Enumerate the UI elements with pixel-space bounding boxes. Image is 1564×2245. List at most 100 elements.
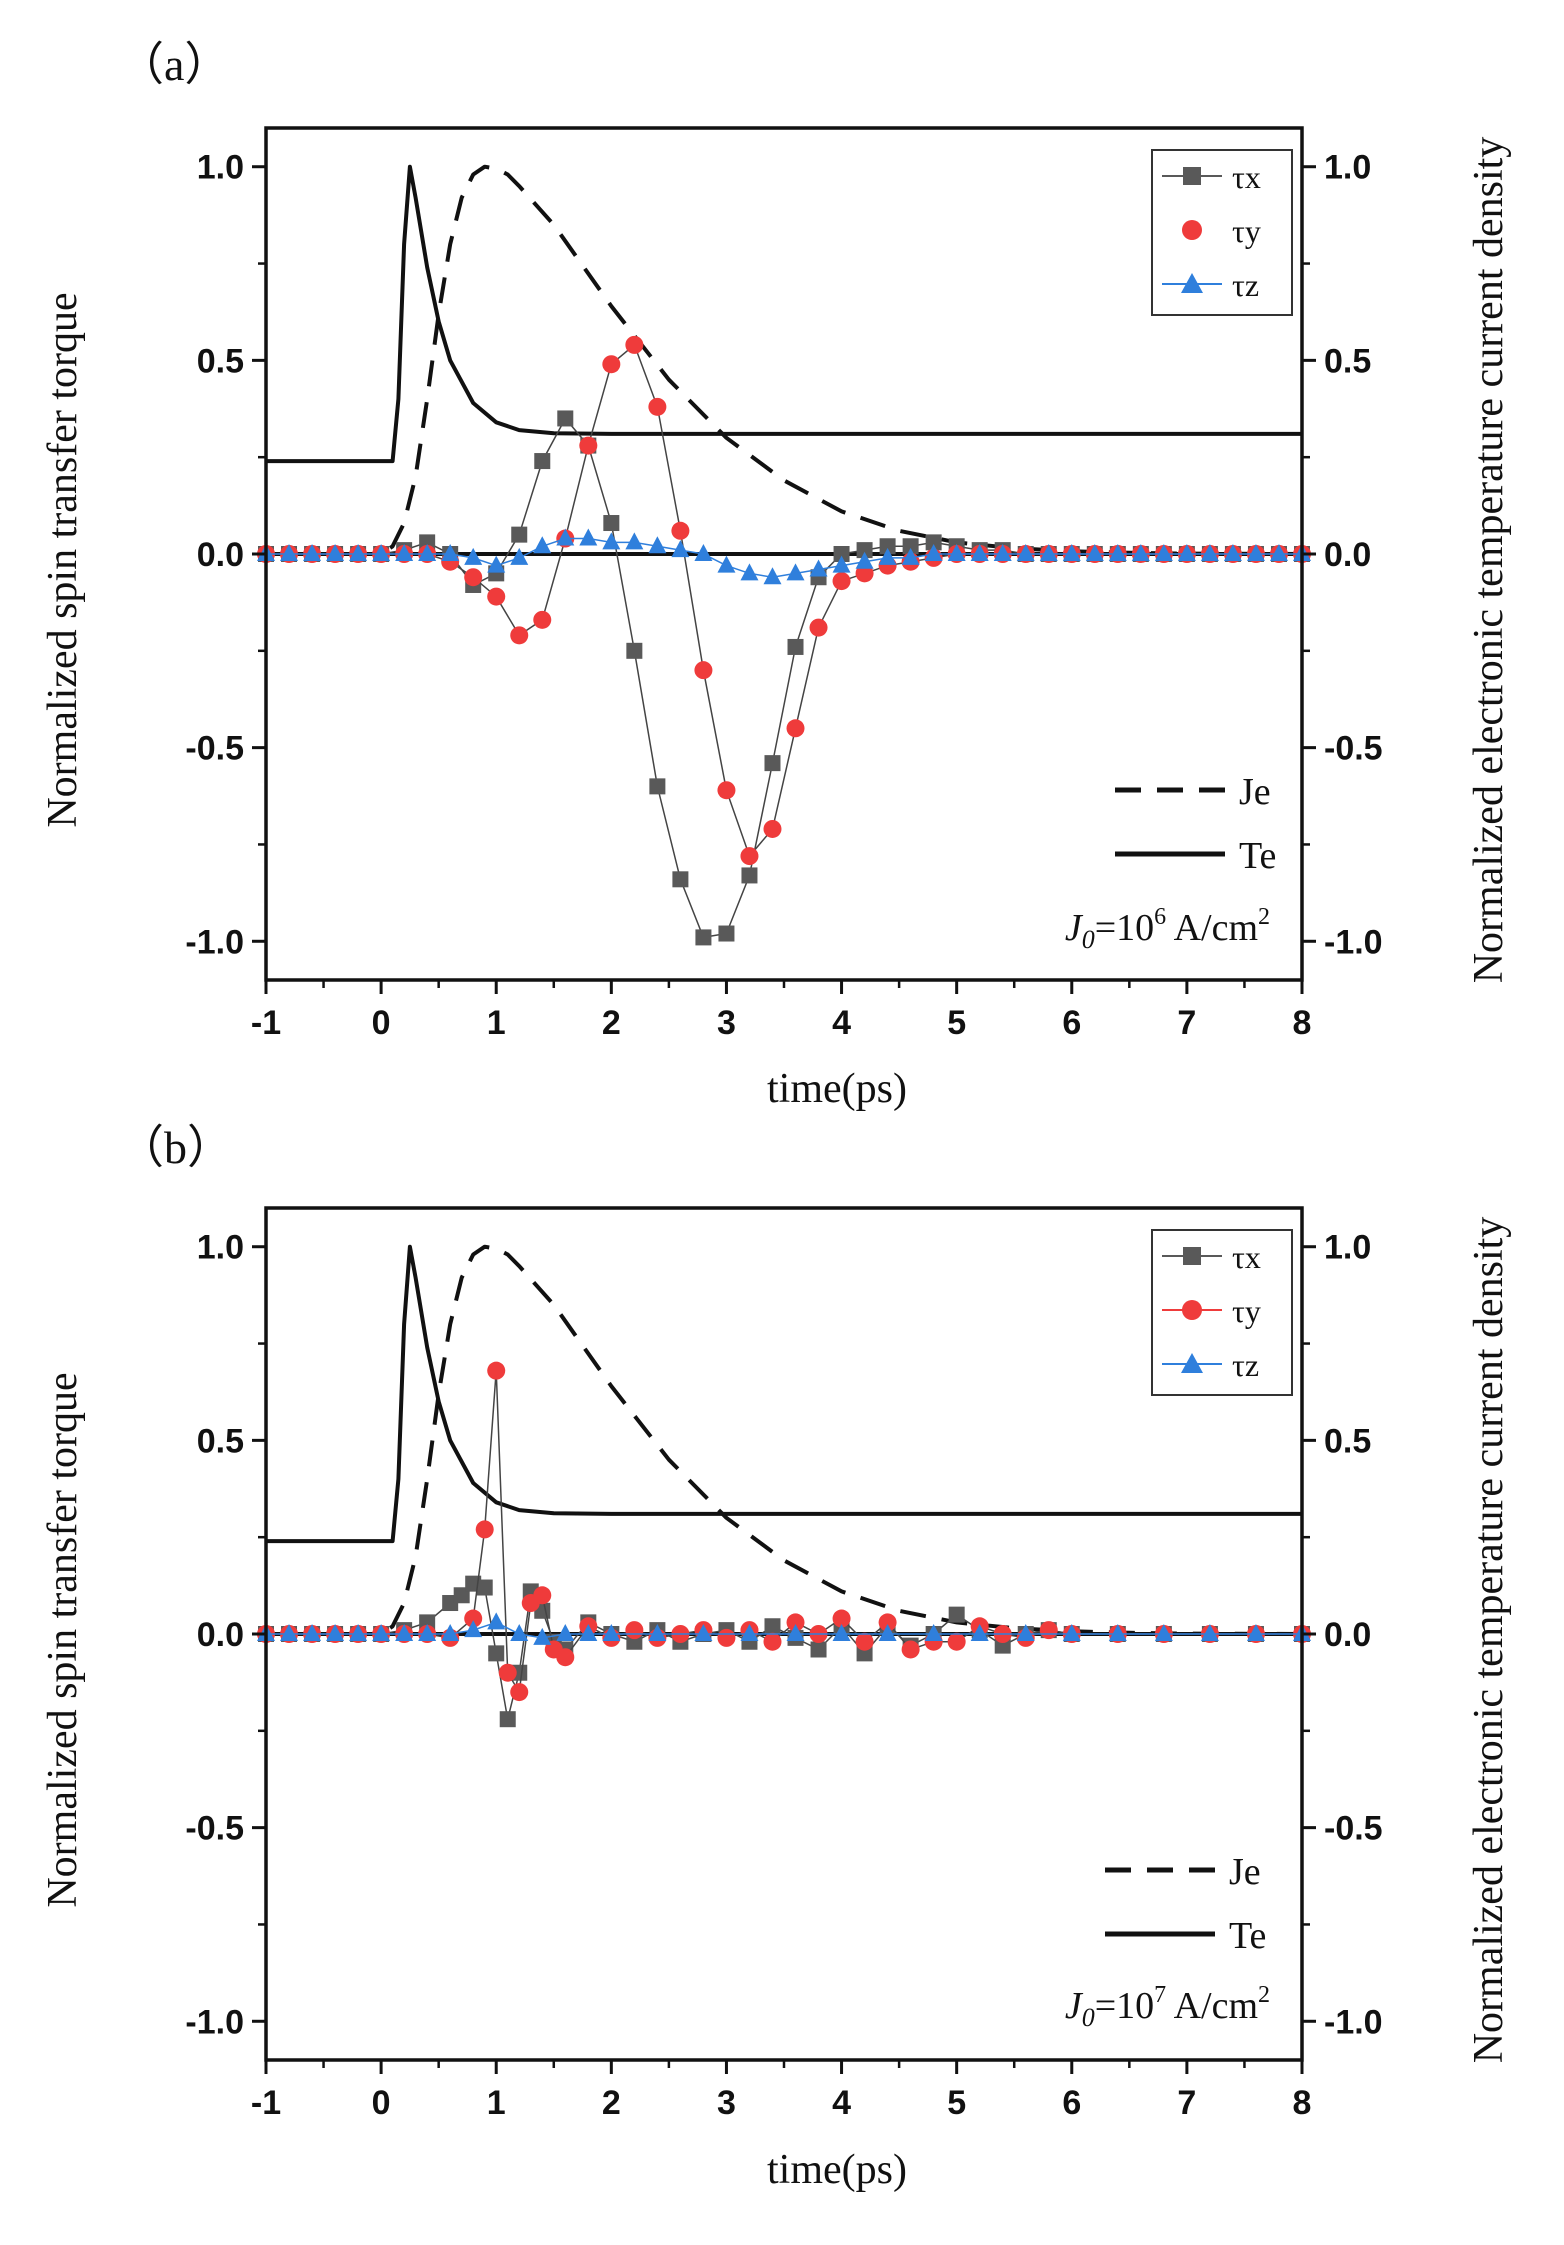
legend-entry-te: Te xyxy=(1115,835,1276,877)
data-point-tau-y xyxy=(901,1640,920,1659)
annotation-eq: =10 xyxy=(1095,907,1154,949)
data-point-tau-z xyxy=(1200,1624,1219,1641)
legend-entry-tau-y: τy xyxy=(1162,1293,1261,1329)
data-point-tau-x xyxy=(534,453,551,470)
data-point-tau-x xyxy=(718,925,735,942)
data-point-tau-z xyxy=(740,1624,759,1641)
x-tick-label: -1 xyxy=(251,1004,281,1042)
data-point-tau-y xyxy=(487,587,506,606)
data-point-tau-z xyxy=(487,555,506,573)
data-point-tau-z xyxy=(1016,1624,1035,1641)
data-point-tau-z xyxy=(786,563,805,581)
x-tick-label: 7 xyxy=(1177,1004,1196,1042)
legend-entry-tau-z: τz xyxy=(1162,267,1259,303)
data-point-tau-z xyxy=(832,555,851,573)
data-point-tau-z xyxy=(579,528,598,546)
data-point-tau-y xyxy=(556,1648,575,1667)
data-point-tau-z xyxy=(602,532,621,550)
data-point-tau-z xyxy=(993,544,1012,561)
data-point-tau-z xyxy=(441,544,460,561)
data-point-tau-z xyxy=(648,1624,667,1641)
data-point-tau-z xyxy=(349,544,368,561)
panel-b: （b） Normalized spin transfer torque Norm… xyxy=(40,1122,1512,2193)
annotation-j: J xyxy=(1065,907,1084,949)
data-point-tau-x xyxy=(833,546,850,562)
x-tick-label: 1 xyxy=(487,2084,506,2122)
y-tick-label-left: 0.0 xyxy=(197,1616,244,1654)
data-point-tau-z xyxy=(487,1612,506,1630)
y-tick-label-left: 0.5 xyxy=(197,1422,244,1460)
data-point-tau-z xyxy=(556,1624,575,1641)
data-point-tau-z xyxy=(1016,544,1035,561)
data-point-tau-z xyxy=(832,1624,851,1641)
y-axis-label-left: Normalized spin transfer torque xyxy=(40,1372,86,1907)
legend-label-tau-x: τx xyxy=(1232,159,1261,195)
y-tick-label-left: 0.5 xyxy=(197,342,244,380)
marker-legend: τx τy τz xyxy=(1151,149,1293,316)
data-point-tau-x xyxy=(649,778,666,795)
data-point-tau-y xyxy=(579,436,598,455)
x-tick-label: 2 xyxy=(602,2084,621,2122)
data-point-tau-y xyxy=(855,564,874,583)
annotation-exp: 7 xyxy=(1154,1982,1166,2008)
legend-entry-je: Je xyxy=(1105,1851,1261,1893)
data-point-tau-z xyxy=(395,1624,414,1641)
data-point-tau-y xyxy=(602,355,621,374)
x-tick-label: 7 xyxy=(1177,2084,1196,2122)
data-point-tau-y xyxy=(464,568,483,587)
plot-area xyxy=(257,1244,1311,1728)
legend-entry-tau-y: τy xyxy=(1182,213,1261,249)
data-point-tau-y xyxy=(832,1609,851,1628)
legend-entry-tau-x: τx xyxy=(1162,1239,1261,1275)
legend-label-je: Je xyxy=(1229,1851,1261,1893)
x-axis-label: time(ps) xyxy=(767,1066,907,1112)
data-point-tau-z xyxy=(464,1620,483,1638)
legend-label-je: Je xyxy=(1239,771,1271,813)
data-point-tau-z xyxy=(326,544,345,561)
data-point-tau-z xyxy=(625,532,644,550)
data-point-tau-y xyxy=(855,1632,874,1651)
data-point-tau-x xyxy=(925,534,942,551)
annotation-j: J xyxy=(1065,1985,1084,2027)
data-point-tau-z xyxy=(970,544,989,561)
data-point-tau-y xyxy=(1039,1621,1058,1640)
legend-tau-y-symbol: τy xyxy=(1232,213,1261,249)
annotation-unit: A/cm xyxy=(1166,1985,1258,2027)
y-tick-label-right: -1.0 xyxy=(1324,923,1383,961)
data-point-tau-y xyxy=(510,626,529,645)
data-point-tau-z xyxy=(717,555,736,573)
annotation-unit-exp: 2 xyxy=(1258,904,1270,930)
panel-label: （a） xyxy=(118,39,230,90)
data-point-tau-z xyxy=(464,547,483,565)
data-point-tau-x xyxy=(488,1645,505,1662)
legend-tau-z-symbol: τz xyxy=(1232,267,1259,303)
data-point-tau-z xyxy=(1108,544,1127,561)
data-point-tau-z xyxy=(280,1624,299,1641)
legend-entry-je: Je xyxy=(1115,771,1271,813)
data-point-tau-z xyxy=(970,1624,989,1641)
annotation-sub: 0 xyxy=(1082,925,1095,954)
data-point-tau-z xyxy=(533,536,552,554)
data-point-tau-z xyxy=(326,1624,345,1641)
y-tick-label-left: 1.0 xyxy=(197,1229,244,1267)
legend-label-te: Te xyxy=(1229,1915,1266,1957)
series-line-je xyxy=(266,1244,1303,1636)
legend-frame xyxy=(1151,149,1293,316)
data-point-tau-y xyxy=(786,719,805,738)
data-point-tau-z xyxy=(1039,544,1058,561)
data-point-tau-z xyxy=(947,544,966,561)
data-point-tau-z xyxy=(579,1624,598,1641)
data-point-tau-z xyxy=(418,1624,437,1641)
y-tick-label-left: -1.0 xyxy=(185,923,244,961)
y-tick-label-right: -0.5 xyxy=(1324,1810,1383,1848)
legend-circle-icon xyxy=(1182,1300,1202,1320)
data-point-tau-z xyxy=(878,547,897,565)
y-tick-label-right: 0.5 xyxy=(1324,1422,1371,1460)
axes: -1 0 1 2 3 4 5 6 7 8 1.0 1.0 0.5 0.5 0.0 0.0 -0.5 -0.5 -1.… xyxy=(185,1206,1383,2122)
annotation-unit: A/cm xyxy=(1166,907,1258,949)
legend-entry-tau-z: τz xyxy=(1162,1347,1259,1383)
line-legend: Je Te xyxy=(1115,771,1276,877)
data-point-tau-y xyxy=(786,1613,805,1632)
x-tick-label: 3 xyxy=(717,2084,736,2122)
legend-label-tau-y: τy xyxy=(1232,1293,1261,1329)
